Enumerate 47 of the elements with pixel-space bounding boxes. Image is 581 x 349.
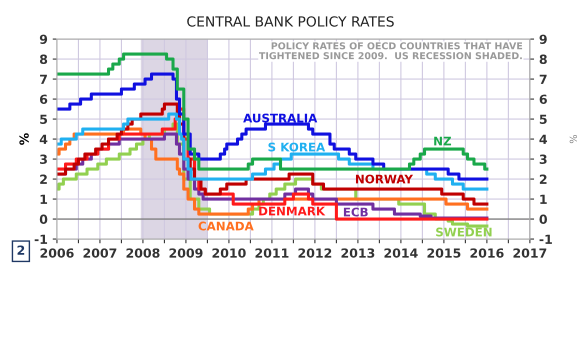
y2-tick-label: 6 <box>540 94 547 104</box>
series-label: DENMARK <box>259 206 326 216</box>
y-tick-label: 7 <box>40 74 47 84</box>
x-tick-label: 2009 <box>170 248 203 258</box>
x-tick-label: 2015 <box>427 248 460 258</box>
y-tick-label: 4 <box>40 134 48 144</box>
x-tick-label: 2014 <box>384 248 418 258</box>
series-label: CANADA <box>198 222 254 230</box>
x-tick-label: 2016 <box>470 248 504 258</box>
y-tick-label: 8 <box>40 54 48 64</box>
y-tick-label: 0 <box>40 214 48 224</box>
text: POLICY RATES OF OECD COUNTRIES THAT HAVE TIGHTENED SINCE 2009. US RECESSION SHADED. <box>258 42 522 60</box>
x-tick-label: 2011 <box>256 248 288 258</box>
y2-tick-label: 3 <box>540 154 547 164</box>
x-tick-label: 2007 <box>84 248 116 258</box>
y2-tick-label: 5 <box>540 114 547 124</box>
y-axis-title: % <box>19 133 29 145</box>
y-tick-label: 6 <box>40 94 48 104</box>
y2-tick-label: 4 <box>539 134 548 144</box>
y-tick-label: -1 <box>34 234 48 244</box>
x-tick-label: 2010 <box>212 248 246 258</box>
y2-tick-label: 0 <box>539 214 547 224</box>
y-tick-label: 2 <box>40 174 47 184</box>
series-label: NORWAY <box>356 174 414 184</box>
y2-tick-label: 1 <box>540 194 547 204</box>
x-tick-label: 2006 <box>40 248 74 258</box>
y-tick-label: 3 <box>40 154 47 164</box>
y-tick-label: 5 <box>40 114 48 124</box>
series-label: AUSTRALIA <box>243 114 318 123</box>
y2-tick-label: 8 <box>540 54 547 64</box>
y2-tick-label: -1 <box>540 234 552 244</box>
series-label: NZ <box>434 136 452 146</box>
y2-tick-label: 9 <box>540 34 547 44</box>
chart-title: CENTRAL BANK POLICY RATES <box>187 16 394 27</box>
series-label: S KOREA <box>268 142 326 152</box>
x-tick-label: 2012 <box>298 248 332 258</box>
series-label: SWEDEN <box>436 228 492 236</box>
y2-tick-label: 7 <box>540 74 547 84</box>
x-tick-label: 2017 <box>513 248 546 258</box>
y2-axis-title: % <box>570 134 577 144</box>
y2-tick-label: 2 <box>540 174 547 184</box>
text: 2 <box>18 245 24 255</box>
y-tick-label: 9 <box>40 34 48 44</box>
series-label: ECB <box>344 208 368 216</box>
x-tick-label: 2013 <box>341 248 374 258</box>
x-tick-label: 2008 <box>126 248 160 258</box>
y-tick-label: 1 <box>40 194 48 204</box>
